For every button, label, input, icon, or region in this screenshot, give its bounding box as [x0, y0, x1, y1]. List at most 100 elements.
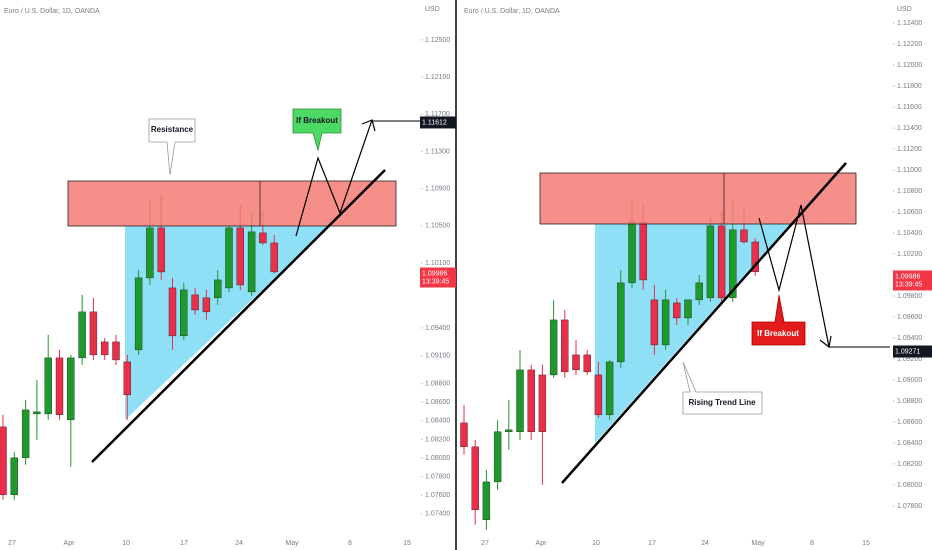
y-tick-label: 1.09100: [425, 353, 450, 360]
y-tick-label: 1.12100: [425, 74, 450, 81]
y-tick-label: 1.09400: [425, 325, 450, 332]
x-tick-label: Apr: [536, 540, 548, 547]
y-tick-label: 1.08000: [425, 455, 450, 462]
y-tick-label: 1.10400: [897, 230, 922, 237]
candle-body: [549, 319, 558, 376]
annotation: Resistance: [151, 125, 194, 134]
x-tick-label: 10: [592, 540, 600, 547]
overlays: Resistance If Breakout If Breakout Risin…: [67, 0, 890, 550]
projection-arrow: [295, 119, 373, 237]
x-tick-label: 10: [122, 540, 130, 547]
candle-body: [112, 341, 120, 361]
candle-body: [21, 409, 30, 459]
price-label-text: 1.09986: [895, 273, 920, 280]
candle-body: [729, 229, 737, 299]
annotation: If Breakout: [296, 116, 338, 125]
candle-body: [572, 354, 580, 371]
y-tick-label: 1.12400: [897, 20, 922, 27]
x-tick-label: 27: [8, 540, 16, 547]
arrow-head: [361, 119, 376, 132]
y-tick-label: 1.11200: [897, 146, 922, 153]
candle-body: [157, 227, 165, 273]
y-tick-label: 1.08600: [425, 399, 450, 406]
candle-body: [538, 374, 547, 433]
candle-body: [225, 227, 233, 289]
y-tick-label: 1.08200: [425, 436, 450, 443]
y-tick-label: 1.11400: [897, 125, 922, 132]
y-tick-label: 1.07800: [425, 473, 450, 480]
candle-body: [0, 426, 7, 496]
y-tick-label: 1.11700: [425, 111, 450, 118]
callout: [682, 361, 763, 415]
candle-body: [247, 231, 256, 293]
resistance-zone: [67, 180, 397, 227]
candle-body: [717, 225, 726, 299]
candle-body: [123, 361, 132, 396]
axes: Euro / U.S. Dollar, 1D, OANDA USD 1.12500 1…: [4, 6, 932, 547]
y-tick-label: 1.09000: [897, 377, 922, 384]
candle-body: [168, 287, 177, 337]
currency: USD: [425, 6, 440, 13]
candle-body: [44, 357, 52, 415]
y-tick-label: 1.08800: [897, 398, 922, 405]
y-tick-label: 1.07400: [425, 511, 450, 518]
candle-body: [191, 294, 199, 311]
x-tick-label: 27: [481, 540, 489, 547]
y-tick-label: 1.09800: [897, 293, 922, 300]
projection-arrow: [758, 204, 830, 348]
y-tick-label: 1.12500: [425, 37, 450, 44]
candle-body: [482, 481, 491, 520]
candle-body: [493, 431, 502, 483]
candle-body: [751, 241, 759, 273]
candle-body: [561, 319, 569, 373]
y-tick-label: 1.10800: [897, 188, 922, 195]
candle-body: [213, 279, 222, 299]
candle-body: [33, 411, 41, 415]
y-tick-label: 1.11800: [897, 83, 922, 90]
candle-body: [236, 227, 245, 286]
candle-body: [259, 232, 267, 244]
y-tick-label: 1.11300: [425, 148, 450, 155]
candle-body: [706, 225, 715, 299]
candle-body: [661, 299, 670, 346]
currency: USD: [897, 6, 912, 13]
y-tick-label: 1.07800: [897, 503, 922, 510]
candle-body: [460, 422, 468, 448]
y-tick-label: 1.11000: [897, 167, 922, 174]
y-tick-label: 1.08200: [897, 461, 922, 468]
candles: [0, 194, 759, 530]
candle-body: [146, 227, 154, 279]
candle-body: [78, 311, 86, 359]
candle-body: [605, 361, 614, 416]
callout: [148, 118, 196, 176]
resistance-zone: [539, 172, 857, 225]
x-tick-label: 24: [235, 540, 243, 547]
candle-body: [594, 374, 603, 416]
y-tick-label: 1.08000: [897, 482, 922, 489]
candle-body: [89, 311, 98, 356]
y-tick-label: 1.11600: [897, 104, 922, 111]
price-label-text: 1.11612: [422, 119, 447, 126]
price-label: [893, 345, 932, 358]
price-label-time: 13:39:45: [895, 281, 922, 288]
x-tick-label: 24: [701, 540, 709, 547]
x-tick-label: 15: [862, 540, 870, 547]
candle-body: [639, 221, 647, 281]
y-tick-label: 1.09400: [897, 335, 922, 342]
candle-body: [55, 357, 64, 416]
y-tick-label: 1.09600: [897, 314, 922, 321]
x-tick-label: 15: [403, 540, 411, 547]
candle-body: [516, 369, 524, 433]
candle-body: [67, 357, 75, 421]
y-tick-label: 1.10900: [425, 185, 450, 192]
candle-body: [134, 277, 143, 351]
candle-body: [617, 282, 625, 363]
candle-body: [100, 341, 109, 356]
candle-body: [695, 282, 703, 301]
price-label: [420, 116, 456, 129]
callout: [751, 294, 806, 346]
chart-title: Euro / U.S. Dollar, 1D, OANDA: [464, 8, 560, 15]
y-tick-label: 1.08600: [897, 419, 922, 426]
x-tick-label: May: [751, 540, 765, 547]
y-tick-label: 1.10500: [425, 223, 450, 230]
